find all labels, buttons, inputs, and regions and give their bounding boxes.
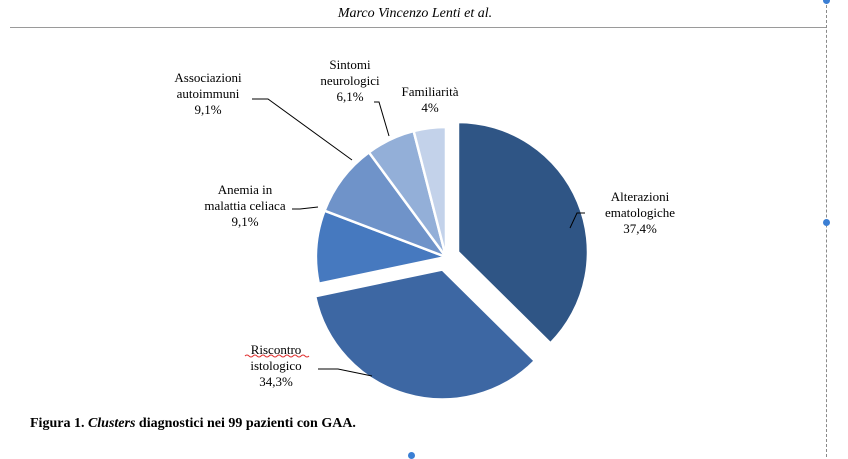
header-author: Marco Vincenzo Lenti et al. [337,6,493,21]
margin-handle-bottom[interactable] [408,452,415,459]
slice-value-label: 9,1% [231,214,258,229]
pie-slice-familiarita [412,125,448,258]
slice-value-label: 9,1% [194,102,221,117]
spellcheck-underline [244,354,310,358]
caption-prefix: Figura 1. [30,416,85,431]
slice-name-label: ematologiche [605,205,675,220]
slice-name-label: Anemia in [218,182,273,197]
slice-name-label: malattia celiaca [204,198,285,213]
slice-name-label: Familiarità [401,84,458,99]
leader-line [569,212,585,229]
margin-handle-middle[interactable] [823,219,830,226]
slice-name-label: Alterazioni [611,189,670,204]
slice-name-label: istologico [250,358,301,373]
slice-value-label: 34,3% [259,374,293,389]
slice-name-label: Associazioni [174,70,242,85]
slice-name-label: neurologici [320,73,380,88]
slice-name-label: Sintomi [329,57,371,72]
slice-value-label: 4% [421,100,439,115]
header-rule [10,27,826,28]
margin-handle-top[interactable] [823,0,830,4]
slice-name-label: autoimmuni [177,86,240,101]
caption-rest: diagnostici nei 99 pazienti con GAA. [135,416,356,431]
caption-italic: Clusters [87,416,136,431]
leader-line [318,368,373,377]
leader-line [374,101,390,137]
leader-line [252,98,353,161]
margin-rule [826,0,827,457]
pie-slice-riscontro [313,268,537,401]
leader-line [292,206,319,210]
figure-caption: Figura 1. Clusters diagnostici nei 99 pa… [30,416,356,432]
slice-value-label: 37,4% [623,221,657,236]
pie-slice-alterazioni [456,120,590,346]
slice-value-label: 6,1% [336,89,363,104]
slice-name-label: Riscontro [251,342,302,357]
